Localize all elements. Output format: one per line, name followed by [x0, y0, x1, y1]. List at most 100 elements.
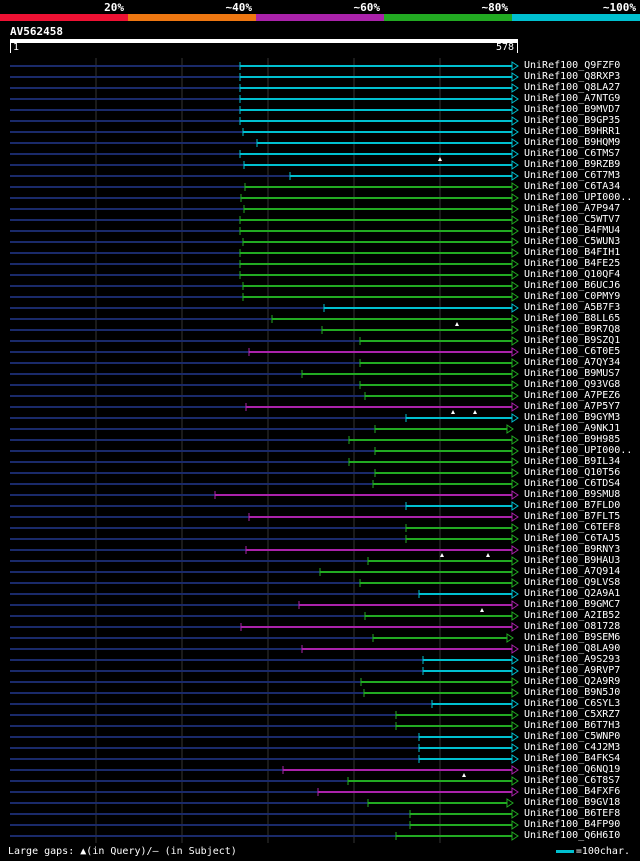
hit-label-link[interactable]: UniRef100_UPI000..	[524, 445, 633, 456]
legend-segment-4	[384, 14, 512, 21]
hit-label-link[interactable]: UniRef100_B4FXF6	[524, 786, 621, 797]
legend-label-2: ~40%	[226, 1, 253, 14]
hit-label-link[interactable]: UniRef100_A9S293	[524, 654, 621, 665]
hit-label-link[interactable]: UniRef100_UPI000..	[524, 192, 633, 203]
hit-label-link[interactable]: UniRef100_C5WTV7	[524, 214, 621, 225]
hit-label-link[interactable]: UniRef100_A9RVP7	[524, 665, 621, 676]
hit-label-link[interactable]: UniRef100_C6TEF8	[524, 522, 621, 533]
hit-label-link[interactable]: UniRef100_B4FMU4	[524, 225, 621, 236]
hit-label-link[interactable]: UniRef100_C6TDS4	[524, 478, 621, 489]
hit-label-link[interactable]: UniRef100_C5WNP0	[524, 731, 621, 742]
hit-label-link[interactable]: UniRef100_B9RNY3	[524, 544, 621, 555]
hit-label-link[interactable]: UniRef100_B4FKS4	[524, 753, 621, 764]
hit-label-link[interactable]: UniRef100_B9SEM6	[524, 632, 621, 643]
hit-label-link[interactable]: UniRef100_B9RZB9	[524, 159, 621, 170]
hit-label-link[interactable]: UniRef100_B6TEF8	[524, 808, 621, 819]
hit-label-link[interactable]: UniRef100_A7P5Y7	[524, 401, 621, 412]
hit-end-arrow-icon	[511, 457, 519, 467]
hit-end-arrow-icon	[511, 534, 519, 544]
hit-label-link[interactable]: UniRef100_C6T8S7	[524, 775, 621, 786]
hit-label-link[interactable]: UniRef100_B9GP35	[524, 115, 621, 126]
gap-legend: Large gaps: ▲(in Query)/– (in Subject)	[8, 846, 237, 857]
hit-label-link[interactable]: UniRef100_Q6NQ19	[524, 764, 621, 775]
hit-label-link[interactable]: UniRef100_A7NTG9	[524, 93, 621, 104]
query-gap-marker-icon	[438, 157, 442, 161]
legend-segment-3	[256, 14, 384, 21]
legend-label-1: 20%	[104, 1, 124, 14]
hit-label-link[interactable]: UniRef100_Q10QF4	[524, 269, 621, 280]
hit-end-arrow-icon	[511, 446, 519, 456]
hit-label-link[interactable]: UniRef100_Q2A9A1	[524, 588, 621, 599]
hit-label-link[interactable]: UniRef100_B6T7H3	[524, 720, 621, 731]
hit-label-link[interactable]: UniRef100_B9GMC7	[524, 599, 621, 610]
hit-label-link[interactable]: UniRef100_C5WUN3	[524, 236, 621, 247]
hit-label-link[interactable]: UniRef100_B4FE25	[524, 258, 621, 269]
hit-label-link[interactable]: UniRef100_B9HAU3	[524, 555, 621, 566]
hit-label-link[interactable]: UniRef100_B9MVD7	[524, 104, 621, 115]
hit-label-link[interactable]: UniRef100_C6T0E5	[524, 346, 621, 357]
hit-label-link[interactable]: UniRef100_Q6H6I0	[524, 830, 621, 841]
hit-label-link[interactable]: UniRef100_B4FP90	[524, 819, 621, 830]
hit-end-arrow-icon	[506, 633, 514, 643]
hit-end-arrow-icon	[511, 193, 519, 203]
hit-label-link[interactable]: UniRef100_B9MUS7	[524, 368, 621, 379]
hit-end-arrow-icon	[511, 732, 519, 742]
query-gap-marker-icon	[480, 608, 484, 612]
hit-label-link[interactable]: UniRef100_C6TA34	[524, 181, 621, 192]
hit-end-arrow-icon	[511, 380, 519, 390]
hit-label-link[interactable]: UniRef100_A7QY34	[524, 357, 621, 368]
hit-label-link[interactable]: UniRef100_B9IL34	[524, 456, 621, 467]
hit-label-link[interactable]: UniRef100_Q9LVS8	[524, 577, 621, 588]
hit-label-link[interactable]: UniRef100_C0PMY9	[524, 291, 621, 302]
hit-label-link[interactable]: UniRef100_Q8LA27	[524, 82, 621, 93]
query-gap-marker-icon	[473, 410, 477, 414]
hit-label-link[interactable]: UniRef100_B8LL65	[524, 313, 621, 324]
hit-label-link[interactable]: UniRef100_B9N5J0	[524, 687, 621, 698]
hit-label-link[interactable]: UniRef100_B7FLD0	[524, 500, 621, 511]
legend-label-3: ~60%	[354, 1, 381, 14]
hit-label-link[interactable]: UniRef100_B9GYM3	[524, 412, 621, 423]
hit-label-link[interactable]: UniRef100_B9R7Q8	[524, 324, 621, 335]
hit-label-link[interactable]: UniRef100_C6SYL3	[524, 698, 621, 709]
hit-label-link[interactable]: UniRef100_B9GV18	[524, 797, 621, 808]
hit-label-link[interactable]: UniRef100_Q9FZF0	[524, 60, 621, 71]
hit-label-link[interactable]: UniRef100_C6TMS7	[524, 148, 621, 159]
hit-label-link[interactable]: UniRef100_B6UCJ6	[524, 280, 621, 291]
hit-label-link[interactable]: UniRef100_C5XRZ7	[524, 709, 621, 720]
legend-segment-1	[0, 14, 128, 21]
hit-end-arrow-icon	[511, 314, 519, 324]
gap-legend-prefix: Large gaps:	[8, 846, 75, 857]
query-gap-marker-icon	[451, 410, 455, 414]
identity-color-legend: 20% ~40% ~60% ~80% ~100%	[0, 1, 640, 21]
hit-label-link[interactable]: UniRef100_B4FIH1	[524, 247, 621, 258]
hit-label-link[interactable]: UniRef100_B9SZQ1	[524, 335, 621, 346]
hit-label-link[interactable]: UniRef100_B9HQM9	[524, 137, 621, 148]
hit-label-link[interactable]: UniRef100_B9HRR1	[524, 126, 621, 137]
hit-label-link[interactable]: UniRef100_B9SMU8	[524, 489, 621, 500]
hit-label-link[interactable]: UniRef100_C6TAJ5	[524, 533, 621, 544]
hit-label-link[interactable]: UniRef100_B9H985	[524, 434, 621, 445]
hit-label-link[interactable]: UniRef100_A2IB52	[524, 610, 621, 621]
hit-label-link[interactable]: UniRef100_Q2A9R9	[524, 676, 621, 687]
hit-end-arrow-icon	[511, 677, 519, 687]
hit-label-link[interactable]: UniRef100_B7FLT5	[524, 511, 621, 522]
legend-segment-2	[128, 14, 256, 21]
hit-end-arrow-icon	[511, 292, 519, 302]
hit-label-link[interactable]: UniRef100_C6T7M3	[524, 170, 621, 181]
hit-label-link[interactable]: UniRef100_Q93VG8	[524, 379, 621, 390]
hit-end-arrow-icon	[511, 644, 519, 654]
scale-label: =100char.	[575, 846, 630, 857]
hit-end-arrow-icon	[511, 556, 519, 566]
hit-label-link[interactable]: UniRef100_O81728	[524, 621, 621, 632]
hit-label-link[interactable]: UniRef100_A5B7F3	[524, 302, 621, 313]
hit-label-link[interactable]: UniRef100_A7PEZ6	[524, 390, 621, 401]
hit-label-link[interactable]: UniRef100_A9NKJ1	[524, 423, 621, 434]
hit-label-link[interactable]: UniRef100_A7P947	[524, 203, 621, 214]
hit-label-link[interactable]: UniRef100_Q10T56	[524, 467, 621, 478]
hit-label-link[interactable]: UniRef100_Q8LA90	[524, 643, 621, 654]
hit-end-arrow-icon	[511, 215, 519, 225]
hit-end-arrow-icon	[511, 303, 519, 313]
hit-label-link[interactable]: UniRef100_C4J2M3	[524, 742, 621, 753]
hit-label-link[interactable]: UniRef100_A7Q914	[524, 566, 621, 577]
hit-label-link[interactable]: UniRef100_Q8RXP3	[524, 71, 621, 82]
